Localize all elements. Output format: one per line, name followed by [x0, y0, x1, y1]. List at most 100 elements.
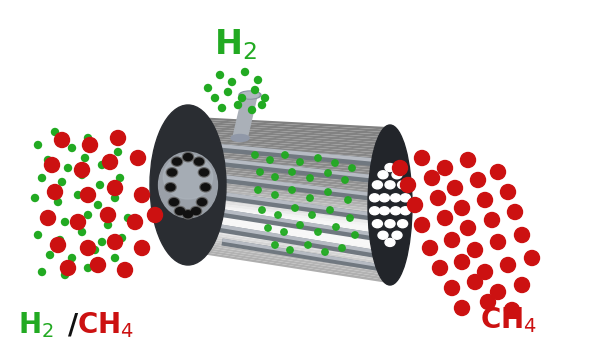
- Polygon shape: [195, 251, 388, 283]
- Circle shape: [392, 161, 408, 175]
- Polygon shape: [195, 219, 388, 247]
- Polygon shape: [195, 230, 388, 260]
- Ellipse shape: [378, 231, 388, 239]
- Circle shape: [448, 180, 463, 195]
- Ellipse shape: [390, 207, 401, 215]
- Ellipse shape: [373, 181, 383, 189]
- Circle shape: [112, 255, 118, 261]
- Ellipse shape: [401, 194, 410, 202]
- Ellipse shape: [150, 105, 226, 265]
- Circle shape: [481, 294, 496, 310]
- Ellipse shape: [378, 171, 388, 179]
- Ellipse shape: [385, 220, 395, 228]
- Ellipse shape: [380, 207, 389, 215]
- Circle shape: [54, 198, 61, 206]
- Circle shape: [265, 225, 271, 231]
- Circle shape: [315, 155, 321, 161]
- Circle shape: [38, 175, 45, 181]
- Circle shape: [107, 234, 122, 249]
- Polygon shape: [222, 239, 383, 267]
- Polygon shape: [195, 138, 388, 153]
- Circle shape: [325, 170, 331, 176]
- Polygon shape: [221, 239, 383, 271]
- Polygon shape: [195, 151, 388, 168]
- Circle shape: [78, 229, 85, 235]
- Circle shape: [333, 224, 339, 230]
- Ellipse shape: [390, 194, 401, 202]
- Circle shape: [85, 265, 91, 271]
- Circle shape: [327, 207, 333, 213]
- Polygon shape: [195, 158, 388, 176]
- Polygon shape: [195, 237, 388, 267]
- Circle shape: [500, 184, 515, 199]
- Circle shape: [467, 243, 482, 257]
- Polygon shape: [217, 224, 383, 259]
- Ellipse shape: [368, 125, 412, 285]
- Polygon shape: [195, 183, 388, 205]
- Circle shape: [297, 222, 303, 228]
- Polygon shape: [195, 248, 388, 280]
- Polygon shape: [195, 239, 388, 270]
- Ellipse shape: [170, 199, 179, 206]
- Circle shape: [45, 157, 51, 163]
- Ellipse shape: [231, 135, 249, 141]
- Circle shape: [339, 245, 345, 251]
- Circle shape: [275, 212, 281, 218]
- Circle shape: [125, 215, 131, 221]
- Circle shape: [272, 242, 278, 248]
- Ellipse shape: [380, 194, 389, 202]
- Circle shape: [82, 138, 97, 153]
- Circle shape: [414, 217, 429, 233]
- Circle shape: [38, 269, 45, 275]
- Circle shape: [41, 211, 56, 225]
- Circle shape: [61, 219, 69, 225]
- Circle shape: [82, 154, 88, 162]
- Polygon shape: [195, 144, 388, 161]
- Circle shape: [147, 207, 162, 222]
- Ellipse shape: [173, 158, 181, 165]
- Polygon shape: [195, 122, 388, 135]
- Circle shape: [485, 212, 500, 228]
- Circle shape: [272, 192, 278, 198]
- Polygon shape: [195, 124, 388, 138]
- Circle shape: [500, 257, 515, 273]
- Circle shape: [504, 302, 519, 318]
- Polygon shape: [195, 233, 388, 262]
- Polygon shape: [195, 165, 388, 184]
- Circle shape: [112, 194, 118, 202]
- Text: H$_2$: H$_2$: [18, 310, 54, 340]
- Polygon shape: [195, 180, 388, 202]
- Ellipse shape: [192, 208, 201, 215]
- Circle shape: [134, 188, 149, 202]
- Polygon shape: [195, 226, 388, 255]
- Polygon shape: [195, 135, 388, 150]
- Polygon shape: [195, 217, 388, 244]
- Circle shape: [408, 198, 423, 212]
- Circle shape: [91, 247, 99, 253]
- Ellipse shape: [241, 92, 259, 98]
- Circle shape: [307, 175, 313, 181]
- Circle shape: [454, 255, 469, 270]
- Polygon shape: [195, 224, 388, 252]
- Ellipse shape: [201, 184, 210, 191]
- Circle shape: [267, 157, 273, 163]
- Circle shape: [401, 177, 416, 193]
- Circle shape: [423, 240, 438, 256]
- Polygon shape: [195, 140, 388, 156]
- Polygon shape: [195, 185, 388, 208]
- Circle shape: [69, 255, 75, 261]
- Polygon shape: [195, 156, 388, 174]
- Circle shape: [242, 68, 248, 76]
- Ellipse shape: [199, 169, 208, 176]
- Circle shape: [432, 261, 448, 275]
- Text: CH$_4$: CH$_4$: [77, 310, 134, 340]
- Circle shape: [219, 104, 226, 112]
- Ellipse shape: [398, 220, 408, 228]
- Circle shape: [252, 152, 258, 158]
- Circle shape: [54, 132, 69, 148]
- Polygon shape: [195, 194, 388, 218]
- Polygon shape: [195, 147, 388, 163]
- Circle shape: [478, 193, 493, 207]
- Circle shape: [47, 252, 54, 258]
- Circle shape: [235, 102, 242, 108]
